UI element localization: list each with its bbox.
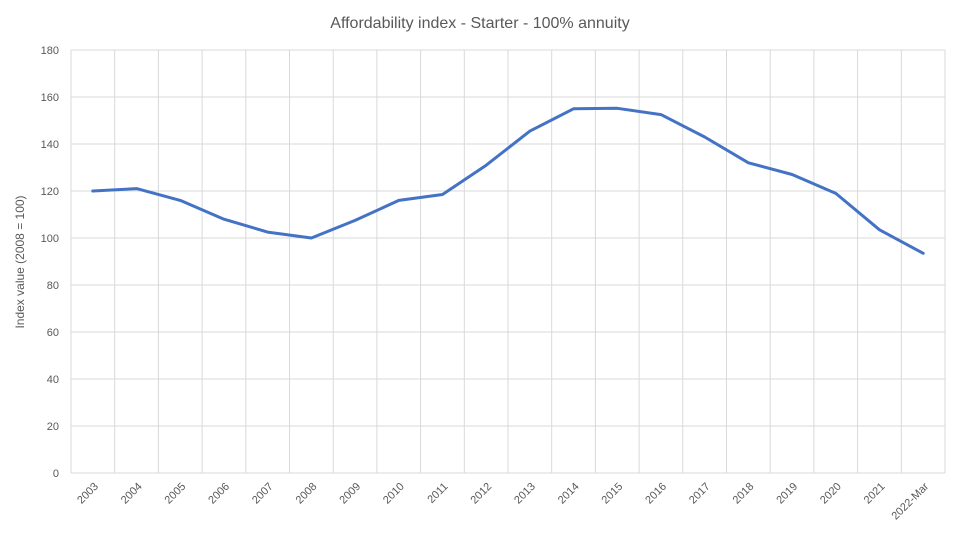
x-tick-label: 2007 [250,481,276,507]
x-tick-label: 2003 [75,481,101,507]
y-tick-label: 100 [41,233,59,245]
x-tick-label: 2009 [337,481,363,507]
y-axis-label: Index value (2008 = 100) [13,195,27,328]
x-tick-label: 2010 [381,481,407,507]
x-tick-label: 2016 [643,481,669,507]
gridlines [70,49,946,474]
x-tick-label: 2018 [731,481,757,507]
series-layer [91,106,925,255]
x-tick-label: 2019 [774,481,800,507]
x-tick-label: 2021 [862,481,888,507]
y-tick-label: 120 [41,186,59,198]
x-tick-label: 2022-Mar [889,480,931,522]
chart-title: Affordability index - Starter - 100% ann… [330,15,629,32]
x-tick-label: 2008 [294,481,320,507]
x-tick-label: 2015 [600,481,626,507]
x-tick-label: 2017 [687,481,713,507]
y-tick-label: 160 [41,92,59,104]
y-tick-label: 80 [47,280,59,292]
x-tick-label: 2012 [468,481,494,507]
y-tick-label: 140 [41,139,59,151]
x-tick-label: 2020 [818,481,844,507]
x-axis-ticks: 2003 2004 2005 2006 2007 2008 2009 2010 2011 2012… [75,480,931,522]
series-line [91,106,925,255]
y-tick-label: 180 [41,45,59,57]
x-tick-label: 2006 [206,481,232,507]
x-tick-label: 2013 [512,481,538,507]
y-tick-label: 60 [47,327,59,339]
y-tick-label: 40 [47,374,59,386]
y-tick-label: 20 [47,421,59,433]
y-axis-ticks: 0 20 40 60 80 100 120 140 160 180 [41,45,59,480]
y-tick-label: 0 [53,468,59,480]
x-tick-label: 2011 [425,481,450,506]
x-tick-label: 2004 [119,481,145,507]
x-tick-label: 2014 [556,481,582,507]
x-tick-label: 2005 [163,481,189,507]
